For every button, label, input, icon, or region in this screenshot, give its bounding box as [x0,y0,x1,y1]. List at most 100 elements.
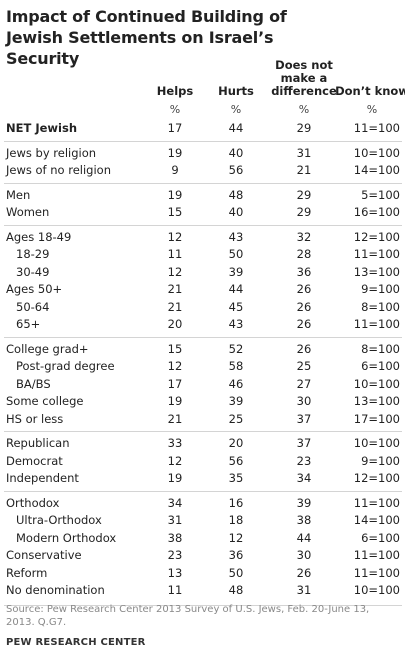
cell: 12=100 [353,229,400,244]
cell: 43 [228,317,244,331]
row-label: Orthodox [6,495,60,510]
cell: 46 [228,376,244,391]
cell: 36 [296,264,312,279]
cell: 15 [167,205,183,219]
cell: 56 [228,163,244,177]
cell: 19 [167,471,183,485]
cell: 28 [296,247,312,261]
cell: 25 [296,359,312,373]
row-label: Jews by religion [6,145,97,160]
cell: 20 [228,436,244,450]
cell: 11=100 [353,121,400,135]
row-label: HS or less [6,411,64,426]
row-label: Conservative [6,548,82,562]
row-label: 30-49 [16,264,50,279]
title: Impact of Continued Building of Jewish S… [6,7,287,68]
cell: 34 [167,495,183,510]
separator [4,224,402,226]
cell: 9=100 [361,453,400,468]
cell: 6=100 [361,359,400,373]
cell: 34 [296,471,312,485]
cell: 13 [167,565,183,580]
cell: 8=100 [361,341,400,356]
cell: 10=100 [353,145,400,160]
cell: 29 [296,205,312,219]
row-label: No denomination [6,583,105,597]
cell: 32 [296,229,312,244]
cell: 31 [167,513,183,527]
cell: 29 [296,121,312,135]
row-label: Women [6,205,50,219]
cell: 11 [167,247,183,261]
cell: 21 [296,163,312,177]
row-label: 18-29 [16,247,50,261]
cell: 11=100 [353,548,400,562]
cell: 25 [228,411,244,426]
cell: 45 [228,299,244,314]
row-label: Some college [6,394,84,408]
cell: 14=100 [353,163,400,177]
cell: 37 [296,436,312,450]
row-label: College grad+ [6,341,89,356]
cell: 50 [228,565,244,580]
cell: 39 [228,394,244,408]
cell: 11=100 [353,247,400,261]
column-header: Helps [156,84,194,98]
cell: 17 [167,121,183,135]
separator [4,182,402,184]
column-unit: % [298,103,310,116]
row-label: Ages 18-49 [6,229,72,244]
cell: 21 [167,299,183,314]
cell: 9 [171,163,179,177]
cell: 23 [167,548,183,562]
cell: 21 [167,411,183,426]
cell: 56 [228,453,244,468]
cell: 39 [296,495,312,510]
cell: 12 [167,453,183,468]
cell: 23 [296,453,312,468]
cell: 17 [167,376,183,391]
cell: 40 [228,145,244,160]
cell: 30 [296,394,312,408]
cell: 17=100 [353,411,400,426]
cell: 26 [296,299,312,314]
separator [4,490,402,492]
cell: 44 [296,530,312,545]
cell: 12 [167,359,183,373]
source-note: Source: Pew Research Center 2013 Survey … [6,604,370,628]
row-label: Reform [6,565,48,580]
cell: 58 [228,359,244,373]
cell: 6=100 [361,530,400,545]
cell: 15 [167,341,183,356]
cell: 18 [228,513,244,527]
cell: 52 [228,341,244,356]
row-label: 65+ [16,317,41,331]
cell: 8=100 [361,299,400,314]
cell: 43 [228,229,244,244]
row-label: Modern Orthodox [16,530,117,545]
separator [4,604,402,606]
cell: 5=100 [361,187,400,202]
cell: 30 [296,548,312,562]
row-label: BA/BS [16,376,51,391]
column-unit: % [366,103,378,116]
separator [4,336,402,338]
cell: 40 [228,205,244,219]
cell: 20 [167,317,183,331]
cell: 26 [296,317,312,331]
row-label: Republican [6,436,70,450]
row-label: Democrat [6,453,63,468]
cell: 39 [228,264,244,279]
cell: 50 [228,247,244,261]
cell: 36 [228,548,244,562]
cell: 26 [296,341,312,356]
cell: 11 [167,583,183,597]
cell: 38 [167,530,183,545]
cell: 11=100 [353,495,400,510]
cell: 16=100 [353,205,400,219]
cell: 48 [228,187,244,202]
cell: 31 [296,145,312,160]
cell: 27 [296,376,312,391]
cell: 14=100 [353,513,400,527]
